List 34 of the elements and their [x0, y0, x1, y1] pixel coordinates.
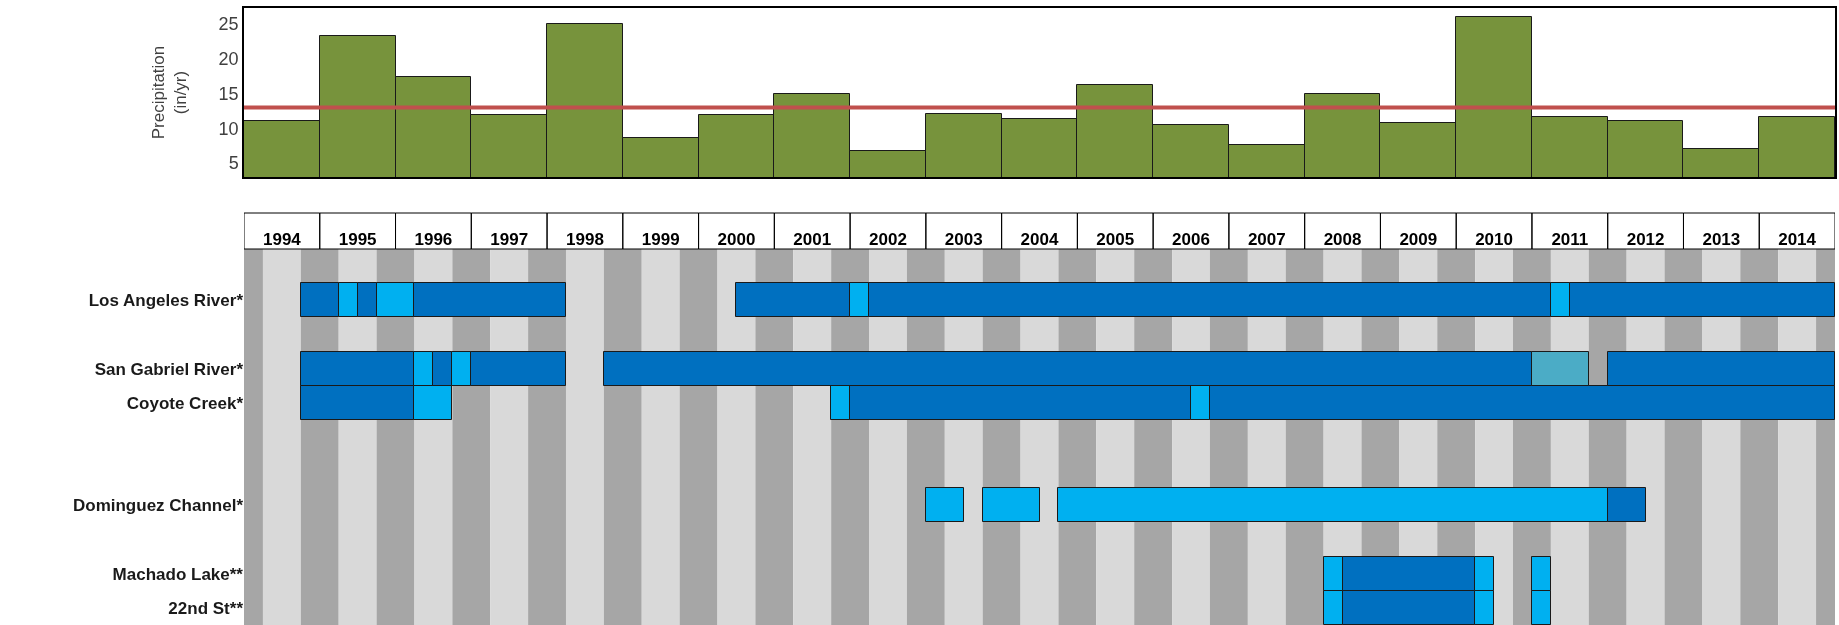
y-tick-label: Machado Lake**	[112, 564, 244, 584]
x-tick-label: 2008	[1323, 229, 1362, 249]
x-tick-label: 1994	[262, 229, 302, 249]
x-tick-label: 2001	[793, 229, 832, 249]
x-tick-label: 2011	[1551, 229, 1589, 249]
x-tick-label: 2013	[1702, 229, 1741, 249]
x-tick-label: 2010	[1475, 229, 1513, 249]
x-tick-label: 1995	[338, 229, 377, 249]
y-tick-label: Los Angeles River*	[88, 291, 244, 311]
y-tick-label: San Gabriel River*	[94, 359, 244, 379]
x-tick-label: 1998	[566, 229, 604, 249]
y-tick-label: Dominguez Channel*	[72, 496, 244, 516]
y-tick-label: 10	[218, 118, 239, 139]
x-tick-label: 2012	[1626, 229, 1665, 249]
y-tick-label: 5	[228, 153, 239, 174]
x-tick-label: 2009	[1399, 229, 1438, 249]
bar	[982, 487, 1040, 522]
x-tick-label: 2005	[1096, 229, 1135, 249]
x-tick-label: 1997	[490, 229, 529, 249]
y-tick-label: 25	[218, 14, 239, 35]
x-tick-label: 2007	[1247, 229, 1286, 249]
y-axis-title: Precipitation (in/yr)	[148, 45, 190, 140]
x-tick-label: 1999	[641, 229, 680, 249]
x-tick-label: 2014	[1778, 229, 1817, 249]
y-tick-label: 15	[218, 83, 239, 104]
y-tick-label: Coyote Creek*	[126, 393, 244, 413]
x-tick-label: 2000	[717, 229, 756, 249]
x-tick-label: 2002	[869, 229, 907, 249]
x-tick-label: 2003	[944, 229, 983, 249]
x-tick-label: 1996	[414, 229, 453, 249]
x-tick-label: 2004	[1020, 229, 1059, 249]
x-tick-label: 2006	[1172, 229, 1210, 249]
y-tick-label: 22nd St**	[168, 598, 244, 618]
y-tick-label: 20	[218, 49, 239, 70]
